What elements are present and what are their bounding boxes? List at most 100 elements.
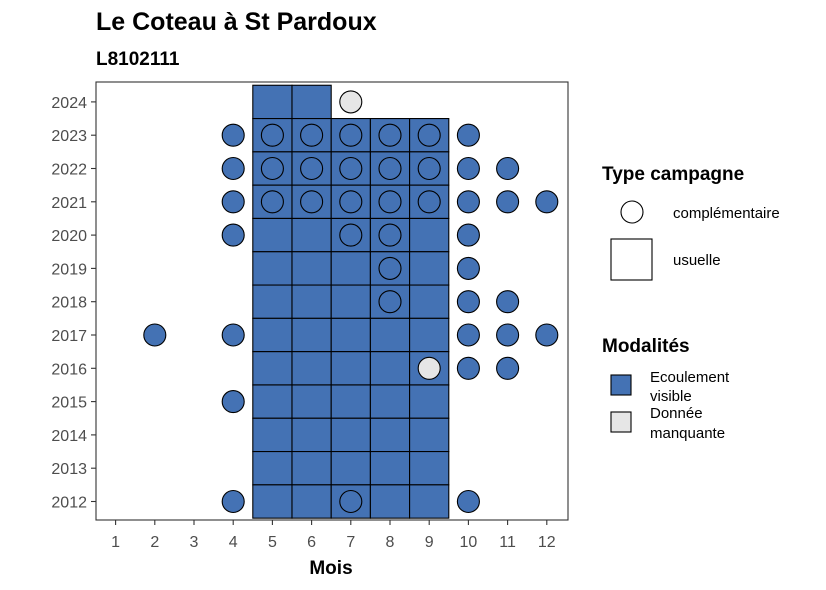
complementaire-point [221, 323, 245, 347]
complementaire-point [456, 489, 480, 514]
legend-label-usuelle: usuelle [673, 252, 721, 269]
complementaire-point [221, 390, 245, 414]
y-tick-label: 2015 [51, 395, 87, 412]
x-tick-label: 3 [190, 534, 199, 551]
complementaire-point [496, 290, 520, 314]
usuelle-tile [291, 284, 332, 319]
complementaire-point [221, 489, 245, 514]
complementaire-point [417, 156, 441, 181]
y-tick-label: 2023 [51, 128, 87, 145]
usuelle-tile [330, 317, 371, 353]
usuelle-tile [330, 450, 371, 486]
complementaire-point [339, 90, 363, 114]
complementaire-points [143, 90, 559, 514]
x-axis-title: Mois [309, 558, 352, 579]
usuelle-tile [409, 450, 450, 486]
usuelle-tile [252, 251, 293, 286]
legend-title-modalites: Modalités [602, 336, 690, 357]
complementaire-point [378, 156, 402, 181]
usuelle-tile [409, 317, 450, 353]
usuelle-tile [291, 84, 332, 120]
usuelle-tile [291, 484, 332, 519]
complementaire-point [339, 190, 363, 214]
usuelle-tile [252, 484, 293, 519]
legend-key-usuelle [610, 238, 653, 281]
complementaire-point [496, 156, 520, 181]
complementaire-point [496, 323, 520, 347]
complementaire-point [456, 190, 480, 214]
usuelle-tile [369, 317, 411, 353]
y-tick-label: 2018 [51, 295, 87, 312]
legend-label-donnee-line2: manquante [650, 425, 725, 442]
usuelle-tile [409, 217, 450, 253]
complementaire-point [339, 223, 363, 247]
usuelle-tile [409, 417, 450, 453]
usuelle-tile [291, 217, 332, 253]
usuelle-tile [252, 284, 293, 319]
complementaire-point [378, 256, 402, 280]
usuelle-tile [291, 317, 332, 353]
complementaire-point [221, 123, 245, 147]
complementaire-point [456, 156, 480, 181]
x-tick-label: 2 [150, 534, 159, 551]
usuelle-tile [330, 284, 371, 319]
complementaire-point [417, 356, 441, 380]
usuelle-tile [291, 351, 332, 386]
legend-key-donnee-manquante [610, 411, 632, 433]
x-tick-label: 9 [425, 534, 434, 551]
y-tick-label: 2017 [51, 328, 87, 345]
usuelle-tile [330, 251, 371, 286]
usuelle-tile [252, 384, 293, 419]
x-tick-label: 1 [111, 534, 120, 551]
x-tick-label: 8 [386, 534, 395, 551]
complementaire-point [300, 156, 324, 181]
legend-title-type: Type campagne [602, 164, 744, 185]
usuelle-tile [369, 351, 411, 386]
complementaire-point [221, 223, 245, 247]
y-tick-label: 2013 [51, 461, 87, 478]
chart-title: Le Coteau à St Pardoux [96, 8, 377, 36]
usuelle-tiles [252, 84, 450, 519]
y-tick-label: 2012 [51, 495, 87, 512]
complementaire-point [300, 190, 324, 214]
usuelle-tile [252, 317, 293, 353]
complementaire-point [260, 156, 284, 181]
usuelle-tile [291, 251, 332, 286]
complementaire-point [456, 323, 480, 347]
x-tick-label: 10 [460, 534, 478, 551]
usuelle-tile [252, 84, 293, 120]
complementaire-point [456, 356, 480, 380]
chart-subtitle: L8102111 [96, 49, 180, 70]
y-tick-label: 2021 [51, 195, 87, 212]
complementaire-point [300, 123, 324, 147]
x-axis: 1 2 3 4 5 6 7 8 9 10 11 12 [111, 520, 556, 551]
usuelle-tile [369, 450, 411, 486]
complementaire-point [339, 123, 363, 147]
usuelle-tile [291, 384, 332, 419]
usuelle-tile [252, 351, 293, 386]
usuelle-tile [252, 217, 293, 253]
complementaire-point [378, 123, 402, 147]
usuelle-tile [291, 450, 332, 486]
y-tick-label: 2014 [51, 428, 87, 445]
x-tick-label: 11 [499, 534, 516, 551]
x-tick-label: 5 [268, 534, 277, 551]
complementaire-point [221, 190, 245, 214]
legend-label-ecoulement-line1: Ecoulement [650, 369, 730, 386]
usuelle-tile [291, 417, 332, 453]
complementaire-point [378, 223, 402, 247]
x-tick-label: 6 [307, 534, 316, 551]
complementaire-point [535, 323, 559, 347]
complementaire-point [456, 123, 480, 147]
complementaire-point [221, 156, 245, 181]
usuelle-tile [369, 417, 411, 453]
usuelle-tile [330, 417, 371, 453]
complementaire-point [260, 190, 284, 214]
legend-label-ecoulement-line2: visible [650, 388, 692, 405]
complementaire-point [456, 223, 480, 247]
y-tick-label: 2020 [51, 228, 87, 245]
legend-key-ecoulement-visible [610, 374, 632, 396]
complementaire-point [378, 190, 402, 214]
complementaire-point [417, 123, 441, 147]
